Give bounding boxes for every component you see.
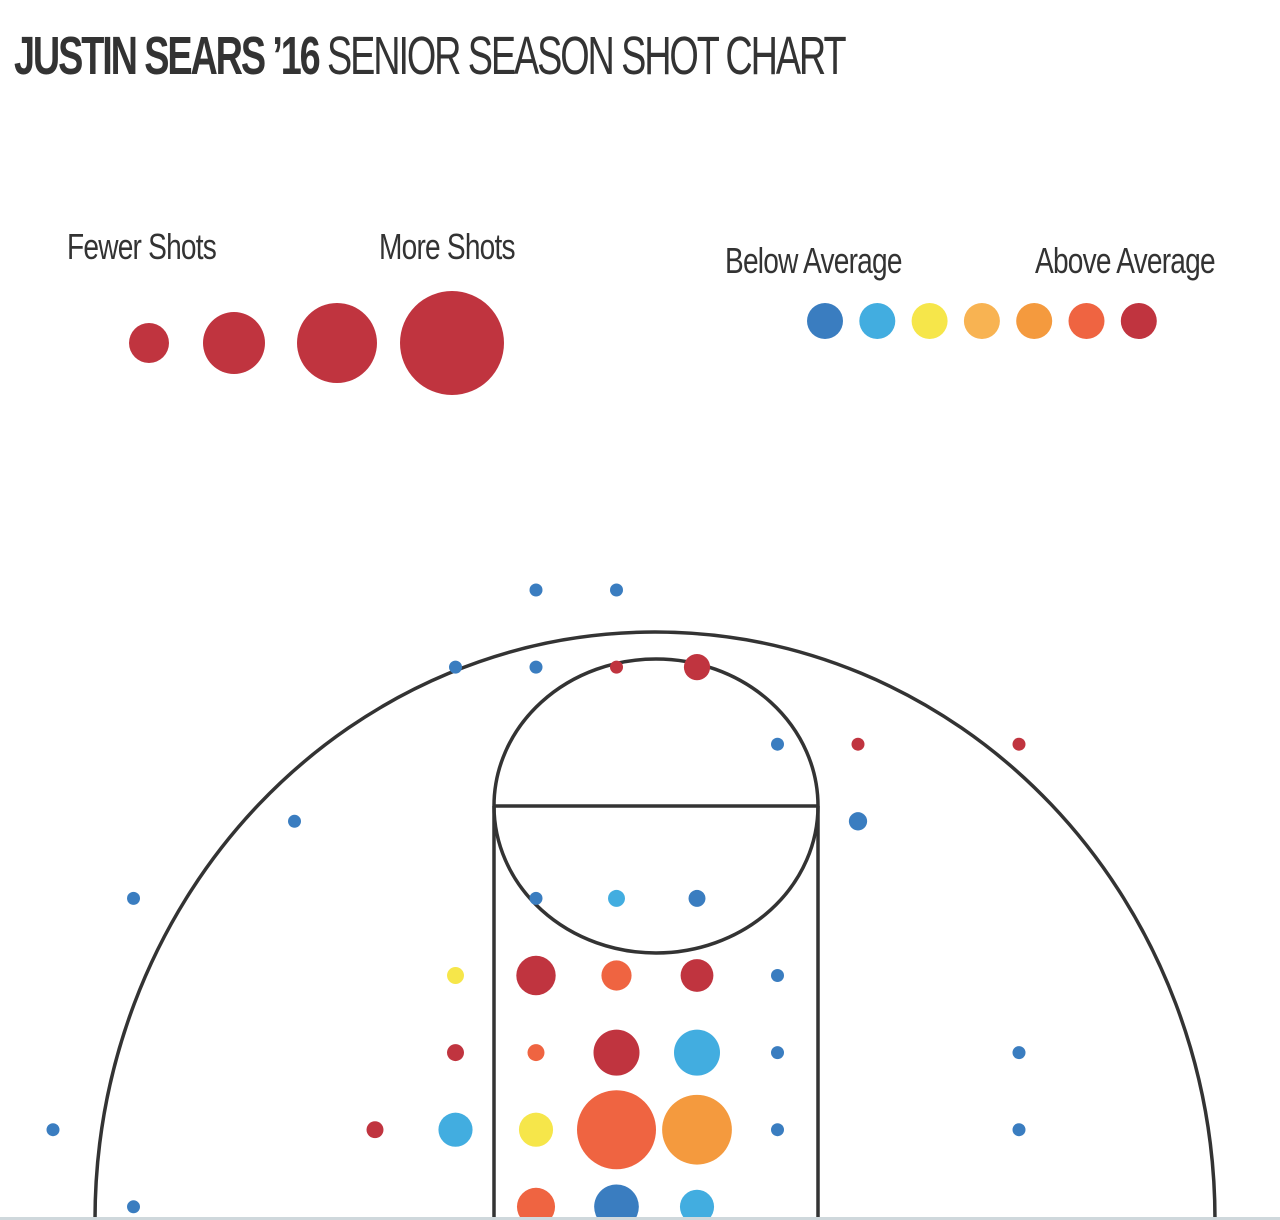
shot-point <box>851 737 865 751</box>
shot-point <box>771 737 784 751</box>
shot-point <box>1012 1123 1026 1137</box>
color-legend-dot <box>963 303 1000 339</box>
shot-point <box>527 1044 545 1062</box>
shot-point <box>438 1112 473 1147</box>
size-legend-dot <box>297 303 377 383</box>
shot-point <box>610 583 623 597</box>
size-legend-dot <box>129 323 169 363</box>
color-legend-dot <box>1016 303 1053 339</box>
shot-point <box>594 1184 639 1220</box>
shot-point <box>127 891 140 905</box>
color-legend-dot <box>807 303 843 339</box>
shot-point <box>447 1044 464 1062</box>
shot-point <box>516 955 556 996</box>
color-legend-dot <box>911 303 948 339</box>
color-legend-dot <box>859 303 896 339</box>
color-legend-low-label: Below Average <box>725 240 902 281</box>
shot-point <box>848 812 868 831</box>
shot-point <box>447 967 464 984</box>
shot-point <box>771 1123 784 1137</box>
shot-point <box>449 660 462 674</box>
shot-point <box>601 960 632 991</box>
shot-point <box>529 583 543 597</box>
shot-point <box>529 660 543 674</box>
size-legend-low-label: Fewer Shots <box>67 226 217 267</box>
shot-point <box>1012 1046 1026 1060</box>
shot-point <box>127 1200 140 1214</box>
shot-point <box>688 889 706 907</box>
shot-point <box>577 1090 656 1170</box>
shot-point <box>771 1046 784 1060</box>
shot-point <box>518 1112 554 1147</box>
shot-point <box>608 889 625 907</box>
shot-point <box>680 959 714 992</box>
shot-point <box>529 891 543 905</box>
three-point-arc <box>93 630 1217 1220</box>
size-legend-high-label: More Shots <box>379 226 516 267</box>
shot-point <box>593 1029 640 1076</box>
shot-point <box>366 1121 384 1139</box>
shot-point <box>662 1094 732 1165</box>
chart-title: JUSTIN SEARS ’16 SENIOR SEASON SHOT CHAR… <box>14 14 847 98</box>
color-legend-dot <box>1120 303 1157 339</box>
shot-point <box>516 1187 556 1220</box>
shot-point <box>610 660 623 674</box>
shot-point <box>288 814 301 828</box>
size-legend-dot <box>400 291 504 395</box>
chart-title-bold: JUSTIN SEARS ’16 <box>14 26 321 86</box>
shot-point <box>771 969 784 982</box>
size-legend-dot <box>203 312 265 374</box>
color-legend-dot <box>1068 303 1105 339</box>
shot-point <box>46 1123 60 1137</box>
shot-point <box>679 1189 715 1220</box>
shot-point <box>674 1029 720 1076</box>
court <box>93 630 1217 1220</box>
shot-points <box>46 583 1026 1220</box>
shot-point <box>683 654 711 681</box>
size-legend <box>129 291 504 395</box>
shot-point <box>1012 737 1026 751</box>
chart-title-light: SENIOR SEASON SHOT CHART <box>327 26 847 86</box>
color-legend <box>807 303 1157 339</box>
color-legend-high-label: Above Average <box>1035 240 1216 281</box>
